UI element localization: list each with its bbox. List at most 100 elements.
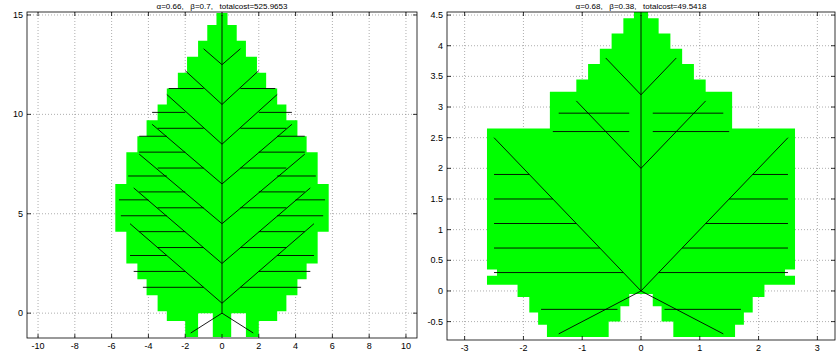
title: α=0.66, β=0.7, totalcost=525.9653 [157, 2, 288, 11]
tick [405, 334, 406, 338]
vein [559, 291, 641, 334]
tick [405, 12, 406, 16]
vein [139, 152, 185, 153]
vein [167, 94, 222, 144]
vein [134, 188, 222, 264]
vein [240, 287, 301, 288]
x-tick-label: -2 [181, 341, 189, 351]
y-tick-label: 1.5 [430, 194, 443, 204]
tick [27, 14, 31, 15]
vein [128, 175, 167, 176]
y-tick-label: 3 [438, 102, 443, 112]
tick [831, 290, 835, 291]
frame [27, 12, 417, 338]
x-tick-label: -10 [32, 341, 45, 351]
vein [277, 255, 314, 256]
vein [277, 175, 316, 176]
y-tick-label: -0.5 [427, 317, 443, 327]
y-tick-label: 0 [438, 286, 443, 296]
vein [158, 207, 204, 208]
tick [295, 12, 296, 16]
tick [831, 229, 835, 230]
leaf [487, 12, 795, 337]
x-tick-label: -2 [519, 343, 527, 353]
vein [259, 112, 292, 113]
x-tick-label: 2 [756, 343, 761, 353]
tick [38, 334, 39, 338]
vein [222, 15, 223, 313]
tick [148, 12, 149, 16]
tick [447, 76, 451, 77]
x-tick-label: 6 [330, 341, 335, 351]
leaf-blade [487, 12, 795, 337]
tick [447, 321, 451, 322]
tick [447, 15, 451, 16]
y-tick-label: 0 [18, 308, 23, 318]
vein [494, 248, 600, 249]
tick [258, 12, 259, 16]
vein [222, 313, 253, 333]
x-tick-label: 10 [401, 341, 411, 351]
vein [259, 191, 305, 192]
y-tick-label: 4 [438, 41, 443, 51]
leaf-blade [115, 13, 328, 337]
tick [447, 260, 451, 261]
vein [222, 188, 310, 264]
vein [240, 128, 286, 129]
vein [222, 49, 240, 65]
x-tick-label: 3 [815, 343, 820, 353]
vein [641, 58, 676, 95]
vein [158, 128, 204, 129]
vein [277, 136, 305, 137]
leaf [115, 13, 328, 337]
tick [447, 198, 451, 199]
tick [699, 12, 700, 16]
vein [259, 231, 305, 232]
vein [191, 313, 222, 333]
y-tick-label: 10 [13, 109, 23, 119]
vein [494, 138, 641, 291]
vein [158, 168, 204, 169]
vein [152, 112, 185, 113]
vein [576, 101, 641, 168]
vein [653, 131, 729, 132]
vein [277, 215, 323, 216]
x-tick-label: -4 [144, 341, 152, 351]
tick [817, 336, 818, 340]
grid-line [38, 12, 39, 338]
tick [447, 45, 451, 46]
tick [464, 336, 465, 340]
tick [222, 334, 223, 338]
grid-line [447, 321, 835, 322]
vein [240, 168, 286, 169]
vein [659, 272, 788, 273]
y-tick-label: 5 [18, 209, 23, 219]
vein [706, 223, 788, 224]
tick [38, 12, 39, 16]
vein [641, 101, 706, 168]
vein [682, 248, 788, 249]
grid-line [464, 12, 465, 340]
x-tick-label: 0 [219, 341, 224, 351]
vein [222, 71, 259, 105]
tick [831, 198, 835, 199]
tick [699, 336, 700, 340]
tick [27, 313, 31, 314]
tick [523, 336, 524, 340]
vein [204, 49, 222, 65]
tick [74, 334, 75, 338]
vein [665, 309, 741, 310]
tick [413, 114, 417, 115]
tick [369, 12, 370, 16]
grid-line [111, 12, 112, 338]
tick [464, 12, 465, 16]
x-tick-label: -3 [461, 343, 469, 353]
tick [332, 12, 333, 16]
tick [74, 12, 75, 16]
tick [413, 213, 417, 214]
tick [831, 15, 835, 16]
vein [641, 291, 723, 334]
tick [185, 334, 186, 338]
y-tick-label: 4.5 [430, 10, 443, 20]
vein [121, 215, 167, 216]
